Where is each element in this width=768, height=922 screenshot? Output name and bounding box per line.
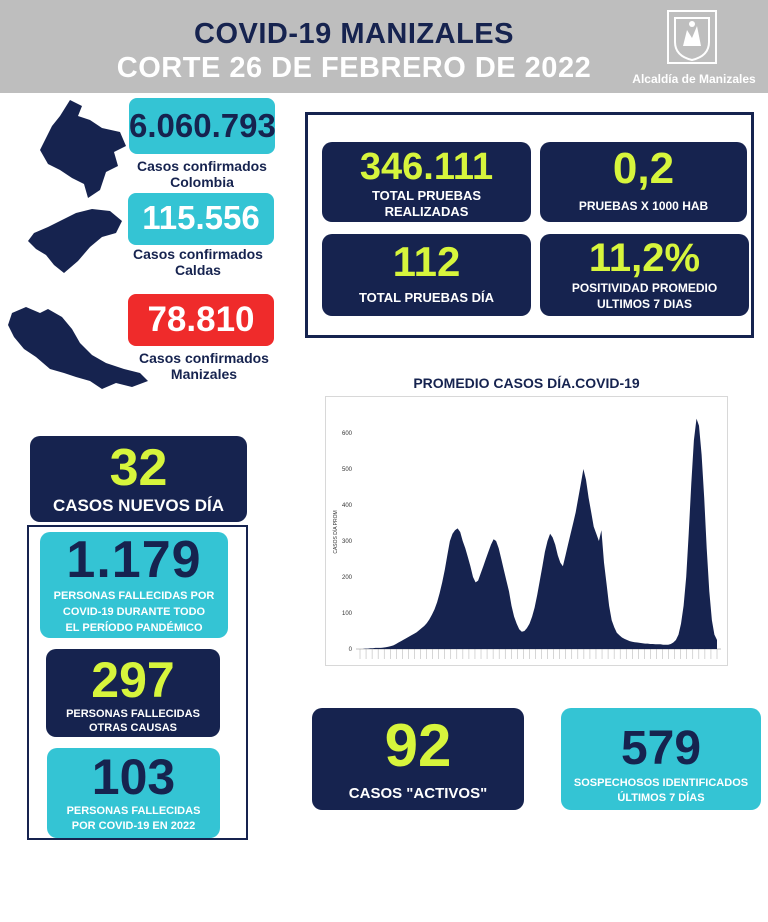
deaths-total-value: 1.179 [66,531,202,589]
tests-daily-value: 112 [392,238,461,285]
positivity-label-line1: POSITIVIDAD PROMEDIO [571,281,718,295]
tests-total-label-line2: REALIZADAS [384,204,469,219]
y-tick-label: 100 [342,611,353,617]
tests-per-1000-label: PRUEBAS X 1000 HAB [578,199,709,213]
deaths-2022-tile: 103 PERSONAS FALLECIDAS POR COVID-19 EN … [47,748,220,838]
deaths-total-label-line1: PERSONAS FALLECIDAS POR [53,590,215,602]
manizales-cases-box: 78.810 [128,294,274,346]
logo-text: Alcaldía de Manizales [632,72,756,86]
caldas-cases-label-line2: Caldas [175,262,221,278]
y-axis-label: CASOS DÍA PROM [332,510,339,553]
suspects-value: 579 [620,722,702,775]
manizales-crest-icon [667,10,717,64]
y-tick-label: 200 [342,575,353,581]
suspects-label-line2: ÚLTIMOS 7 DÍAS [617,792,705,804]
chart-title: PROMEDIO CASOS DÍA.COVID-19 [413,375,640,391]
caldas-cases-label: Casos confirmados Caldas [118,246,278,278]
header-bar [0,0,768,93]
caldas-cases-label-line1: Casos confirmados [133,246,263,262]
tests-total-tile: 346.111 TOTAL PRUEBAS REALIZADAS [322,142,531,222]
deaths-other-tile: 297 PERSONAS FALLECIDAS OTRAS CAUSAS [46,649,220,737]
colombia-cases-box: 6.060.793 [129,98,276,154]
colombia-cases-label: Casos confirmados Colombia [122,158,282,190]
manizales-map-icon [8,307,148,389]
tests-total-value: 346.111 [359,146,494,188]
deaths-total-tile: 1.179 PERSONAS FALLECIDAS POR COVID-19 D… [40,532,228,638]
deaths-frame [27,525,248,840]
tests-total-label-line1: TOTAL PRUEBAS [371,188,482,203]
cases-chart-svg: 0 100 200 300 400 500 600 CASOS DÍA PROM [332,418,721,659]
y-tick-label: 400 [342,503,353,509]
deaths-total-label-line2: COVID-19 DURANTE TODO [62,606,206,618]
new-cases-value: 32 [109,439,168,497]
deaths-2022-label-line2: POR COVID-19 EN 2022 [71,820,196,832]
active-cases-value: 92 [384,712,452,779]
tests-daily-label: TOTAL PRUEBAS DÍA [358,290,495,305]
active-cases-label: CASOS "ACTIVOS" [348,785,488,802]
new-cases-label: CASOS NUEVOS DÍA [53,496,224,515]
page-subtitle: CORTE 26 DE FEBRERO DE 2022 [116,52,592,84]
positivity-tile: 11,2% POSITIVIDAD PROMEDIO ULTIMOS 7 DIA… [540,234,749,316]
page-title: COVID-19 MANIZALES [194,18,514,50]
deaths-other-label-line2: OTRAS CAUSAS [88,722,177,734]
tests-daily-tile: 112 TOTAL PRUEBAS DÍA [322,234,531,316]
suspects-tile: 579 SOSPECHOSOS IDENTIFICADOS ÚLTIMOS 7 … [561,708,761,810]
tests-per-1000-value: 0,2 [612,144,675,193]
colombia-cases-label-line2: Colombia [170,174,234,190]
deaths-2022-value: 103 [91,749,176,805]
manizales-cases-label-line2: Manizales [170,366,238,382]
caldas-cases-box: 115.556 [128,193,274,245]
active-cases-tile: 92 CASOS "ACTIVOS" [312,708,524,810]
manizales-cases-value: 78.810 [147,300,255,339]
colombia-map-icon [40,100,126,198]
manizales-cases-label-line1: Casos confirmados [139,350,269,366]
cases-chart: 0 100 200 300 400 500 600 CASOS DÍA PROM [325,396,728,666]
suspects-label-line1: SOSPECHOSOS IDENTIFICADOS [573,777,749,789]
y-tick-label: 500 [342,467,353,473]
caldas-cases-value: 115.556 [142,199,260,236]
y-tick-label: 300 [342,539,353,545]
y-tick-label: 600 [342,431,353,437]
deaths-other-label-line1: PERSONAS FALLECIDAS [66,708,200,720]
colombia-cases-value: 6.060.793 [129,107,276,144]
positivity-value: 11,2% [588,236,701,280]
deaths-other-value: 297 [91,652,175,708]
caldas-map-icon [28,209,122,273]
y-tick-label: 0 [349,647,353,653]
colombia-cases-label-line1: Casos confirmados [137,158,267,174]
deaths-total-label-line3: EL PERÍODO PANDÉMICO [65,622,203,634]
manizales-cases-label: Casos confirmados Manizales [124,350,284,382]
new-cases-tile: 32 CASOS NUEVOS DÍA [30,436,247,522]
deaths-2022-label-line1: PERSONAS FALLECIDAS [66,805,201,817]
cases-area-series [360,418,717,649]
positivity-label-line2: ULTIMOS 7 DIAS [596,297,693,311]
tests-per-1000-tile: 0,2 PRUEBAS X 1000 HAB [540,142,747,222]
